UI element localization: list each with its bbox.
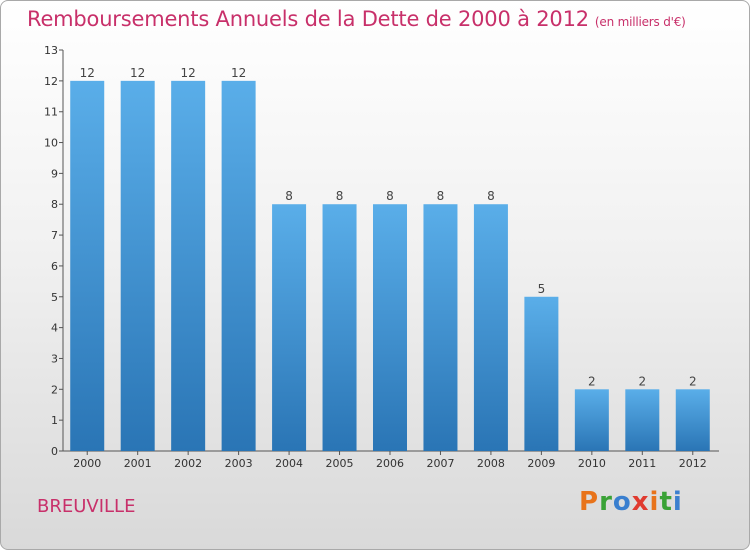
value-label-2010: 2	[588, 374, 596, 388]
value-label-2011: 2	[638, 374, 646, 388]
y-tick-label: 6	[51, 260, 58, 273]
y-tick-label: 12	[44, 75, 58, 88]
logo-letter: r	[599, 487, 613, 517]
chart-unit: (en milliers d'€)	[594, 15, 686, 29]
value-label-2005: 8	[336, 189, 344, 203]
bar-2006	[373, 204, 407, 451]
chart-title: Remboursements Annuels de la Dette de 20…	[27, 7, 686, 31]
value-label-2009: 5	[538, 282, 546, 296]
value-label-2012: 2	[689, 374, 697, 388]
bar-2012	[675, 389, 710, 451]
x-tick-label-2008: 2008	[477, 457, 505, 470]
bar-2011	[625, 389, 660, 451]
y-tick-label: 11	[44, 106, 58, 119]
value-label-2000: 12	[80, 66, 95, 80]
logo-letter: P	[579, 487, 600, 517]
value-label-2008: 8	[487, 189, 495, 203]
x-tick-label-2009: 2009	[527, 457, 555, 470]
y-tick-label: 9	[51, 167, 58, 180]
value-label-2004: 8	[285, 189, 293, 203]
x-tick-label-2010: 2010	[578, 457, 606, 470]
y-tick-label: 5	[51, 291, 58, 304]
bar-2001	[120, 80, 155, 451]
value-label-2007: 8	[437, 189, 445, 203]
bar-2004	[272, 204, 307, 451]
x-tick-label-2003: 2003	[225, 457, 253, 470]
bar-2007	[423, 204, 458, 451]
bar-2009	[524, 296, 559, 451]
x-tick-label-2002: 2002	[174, 457, 202, 470]
x-tick-label-2005: 2005	[326, 457, 354, 470]
bar-2003	[221, 80, 256, 451]
bar-2005	[322, 204, 357, 451]
y-tick-label: 4	[51, 322, 58, 335]
y-tick-label: 8	[51, 198, 58, 211]
commune-name: BREUVILLE	[37, 496, 136, 517]
y-tick-label: 13	[44, 44, 58, 57]
value-label-2003: 12	[231, 66, 246, 80]
bar-2010	[574, 389, 609, 451]
y-tick-label: 2	[51, 383, 58, 396]
value-label-2001: 12	[130, 66, 145, 80]
logo-letter: i	[649, 487, 660, 517]
bar-2000	[70, 80, 105, 451]
bar-2008	[473, 204, 508, 451]
y-tick-label: 3	[51, 352, 58, 365]
y-tick-label: 10	[44, 137, 58, 150]
logo-letter: o	[612, 487, 632, 517]
y-tick-label: 1	[51, 414, 58, 427]
chart-title-text: Remboursements Annuels de la Dette de 20…	[27, 7, 589, 31]
x-tick-label-2006: 2006	[376, 457, 404, 470]
x-tick-label-2007: 2007	[426, 457, 454, 470]
proxiti-logo: Proxiti	[579, 487, 683, 517]
value-label-2006: 8	[386, 189, 394, 203]
logo-letter: i	[672, 487, 683, 517]
x-tick-label-2011: 2011	[628, 457, 656, 470]
value-label-2002: 12	[181, 66, 196, 80]
bar-2002	[171, 80, 206, 451]
x-tick-label-2012: 2012	[679, 457, 707, 470]
logo-letter: t	[659, 487, 673, 517]
logo-letter: x	[631, 487, 650, 517]
x-tick-label-2000: 2000	[73, 457, 101, 470]
y-tick-label: 0	[51, 445, 58, 458]
y-tick-label: 7	[51, 229, 58, 242]
x-tick-label-2001: 2001	[124, 457, 152, 470]
x-tick-label-2004: 2004	[275, 457, 303, 470]
